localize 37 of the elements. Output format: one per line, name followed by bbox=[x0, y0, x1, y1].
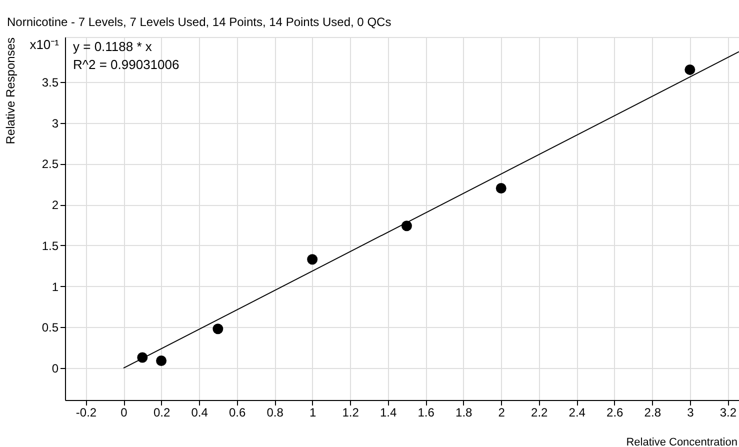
y-tick-label: 0.5 bbox=[42, 320, 59, 335]
x-tick-label: 2.8 bbox=[644, 406, 662, 420]
x-tick-label: 3.2 bbox=[720, 406, 737, 420]
x-tick-label: 2.4 bbox=[568, 406, 586, 420]
text: x10⁻¹ bbox=[30, 37, 60, 52]
x-tick-label: -0.2 bbox=[76, 406, 97, 420]
x-tick-label: 1.6 bbox=[418, 406, 435, 420]
annotation: y = 0.1188 * x bbox=[73, 39, 152, 54]
chart-title: Nornicotine - 7 Levels, 7 Levels Used, 14 Points, 14 Points Used, 0 QCs bbox=[7, 15, 392, 29]
y-tick-label: 2.5 bbox=[42, 157, 59, 172]
x-tick-label: 2.6 bbox=[606, 406, 624, 420]
x-tick-label: 2.2 bbox=[531, 406, 548, 420]
x-tick-label: 1.4 bbox=[380, 406, 398, 420]
x-tick-label: 2 bbox=[498, 406, 506, 420]
y-tick-label: 2 bbox=[52, 198, 59, 212]
x-tick-label: 1.2 bbox=[342, 406, 360, 420]
point bbox=[684, 64, 696, 75]
x-tick-label: 3 bbox=[687, 406, 694, 420]
y-tick-label: 3 bbox=[52, 116, 59, 130]
y-tick-label: 0 bbox=[52, 362, 59, 376]
point bbox=[496, 183, 506, 194]
annotation: R^2 = 0.99031006 bbox=[73, 57, 180, 72]
x-tick-label: 0.6 bbox=[228, 406, 246, 420]
point bbox=[156, 356, 167, 366]
x-axis-title: Relative Concentration bbox=[626, 436, 738, 447]
y-axis-title: Relative Responses bbox=[4, 38, 18, 144]
x-tick-label: 1.8 bbox=[456, 406, 473, 420]
x-tick-label: 0 bbox=[120, 406, 128, 420]
x-tick-label: 0.8 bbox=[266, 406, 284, 420]
point bbox=[212, 324, 224, 334]
y-tick-label: 1 bbox=[52, 280, 59, 294]
x-tick-label: 0.4 bbox=[191, 406, 208, 420]
point bbox=[307, 254, 318, 265]
x-tick-label: 0.2 bbox=[153, 406, 170, 420]
x-tick-label: 1 bbox=[309, 406, 316, 420]
y-tick-label: 1.5 bbox=[42, 238, 59, 253]
y-tick-label: 3.5 bbox=[42, 75, 59, 90]
